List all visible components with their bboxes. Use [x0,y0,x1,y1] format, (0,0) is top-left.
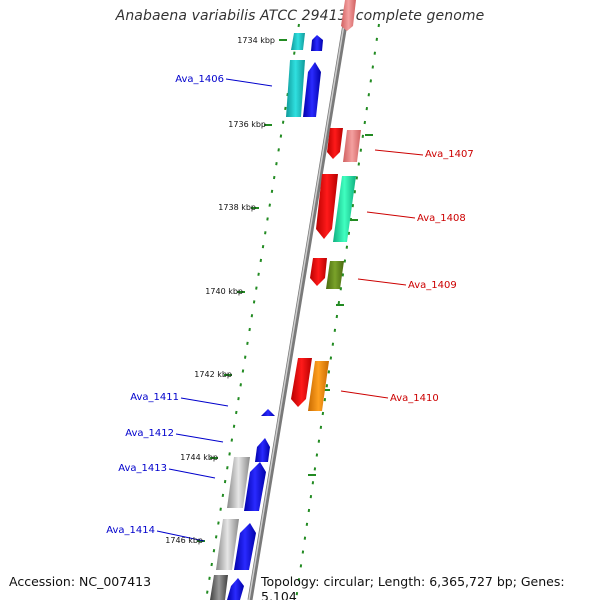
gene-red-ava1408[interactable] [316,174,338,239]
kbp-label-1744: 1744 kbp [180,453,218,462]
gene-blue-bottom[interactable] [227,578,244,600]
kbp-label-1746: 1746 kbp [165,536,203,545]
gene-label-ava1410[interactable]: Ava_1410 [390,393,439,404]
gene-gray-ava1414[interactable] [216,519,239,570]
gene-gray-ava1413[interactable] [227,457,250,508]
gene-cyan-ava1406[interactable] [286,60,305,117]
gene-label-ava1409[interactable]: Ava_1409 [408,280,457,291]
map-title: Anabaena variabilis ATCC 29413, complete… [115,8,485,24]
gene-red-ava1410[interactable] [291,358,312,407]
major-ticks [197,39,373,542]
topology-label: Topology: circular; Length: 6,365,727 bp… [261,574,565,600]
kbp-labels: 1734 kbp 1736 kbp 1738 kbp 1740 kbp 1742… [165,36,275,545]
gene-dgray-bottom[interactable] [210,575,228,600]
kbp-label-1736: 1736 kbp [228,120,266,129]
gene-red-ava1409[interactable] [310,258,327,286]
callout-lines-right [340,149,424,399]
accession-label: Accession: NC_007413 [9,574,152,589]
gene-label-ava1413[interactable]: Ava_1413 [118,463,167,474]
callout-lines-left [156,78,273,542]
gene-labels-right: Ava_1407 Ava_1408 Ava_1409 Ava_1410 [390,149,474,404]
gene-label-ava1408[interactable]: Ava_1408 [417,213,466,224]
gene-pink-ava1407[interactable] [343,130,361,162]
kbp-label-1734: 1734 kbp [237,36,275,45]
gene-blue-small[interactable] [311,35,323,51]
gene-blue-ava1406[interactable] [303,62,321,117]
gene-label-ava1414[interactable]: Ava_1414 [106,525,155,536]
gene-label-ava1412[interactable]: Ava_1412 [125,428,174,439]
gene-blue-ava1412[interactable] [255,438,270,462]
gene-orange-ava1410[interactable] [308,361,329,411]
gene-label-ava1407[interactable]: Ava_1407 [425,149,474,160]
gene-blue-ava1411[interactable] [261,409,275,416]
gene-label-ava1411[interactable]: Ava_1411 [130,392,179,403]
gene-blue-ava1413[interactable] [244,462,266,511]
gene-blue-ava1414[interactable] [234,523,256,570]
gene-red-ava1407[interactable] [327,128,343,159]
chromosome-axis [247,0,352,600]
gene-mint-ava1408[interactable] [333,176,356,242]
kbp-label-1740: 1740 kbp [205,287,243,296]
gene-pink-top[interactable] [341,0,356,31]
gene-olive-ava1409[interactable] [326,261,344,289]
gene-labels-left: Ava_1406 Ava_1411 Ava_1412 Ava_1413 Ava_… [106,74,224,536]
kbp-label-1742: 1742 kbp [194,370,232,379]
gene-cyan-small[interactable] [291,33,305,50]
gene-label-ava1406[interactable]: Ava_1406 [175,74,224,85]
kbp-label-1738: 1738 kbp [218,203,256,212]
